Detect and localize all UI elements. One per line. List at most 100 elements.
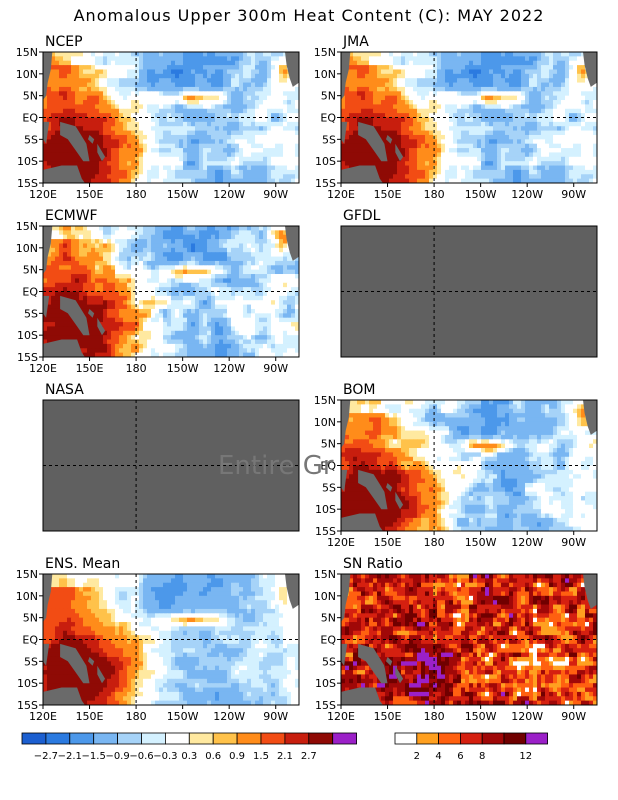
panel-title: NCEP: [45, 34, 83, 50]
lat-tick-label: EQ: [320, 634, 336, 647]
landmass: [341, 121, 348, 144]
landmass: [60, 295, 90, 336]
legend-swatch: [284, 732, 310, 745]
lon-tick-label: 150W: [465, 188, 497, 201]
lat-tick-label: 10N: [16, 242, 38, 255]
legend-swatch: [481, 732, 505, 745]
lon-tick-label: 90W: [263, 362, 288, 375]
lon-tick-label: 90W: [561, 710, 586, 723]
legend-label: −0.6: [129, 751, 153, 762]
panel-title: GFDL: [343, 208, 381, 224]
legend-label: 0.6: [205, 751, 221, 762]
legend-swatch: [332, 732, 358, 745]
lon-tick-label: 120W: [511, 536, 543, 549]
heatmap-cells: [43, 226, 300, 358]
landmass: [43, 226, 53, 274]
lat-tick-label: EQ: [22, 112, 38, 125]
landmass: [285, 226, 299, 261]
lat-tick-label: 5N: [23, 90, 38, 103]
land-mask: [43, 574, 299, 705]
landmass: [583, 574, 597, 609]
legend-label: 8: [479, 751, 485, 762]
lon-tick-label: 150W: [465, 710, 497, 723]
lat-tick-label: 5S: [24, 133, 38, 146]
panel-frame: [42, 573, 300, 706]
lat-tick-label: 10S: [315, 155, 336, 168]
landmass: [43, 165, 85, 183]
landmass: [43, 295, 50, 318]
panel-frame: [42, 51, 300, 184]
landmass: [88, 309, 95, 318]
landmass: [386, 483, 393, 492]
lon-tick-label: 120E: [29, 710, 57, 723]
lat-tick-label: 10S: [17, 155, 38, 168]
panel-frame: [42, 399, 300, 532]
landmass: [583, 400, 597, 435]
anomaly-legend: −2.7 −2.1 −1.5 −0.9 −0.6 −0.3 0.3 0.6 0.9 1.5 2.1 2…: [21, 732, 358, 762]
landmass: [43, 339, 85, 357]
land-mask: [341, 52, 597, 183]
legend-label: −0.9: [105, 751, 129, 762]
legend-swatch: [260, 732, 286, 745]
landmass: [97, 665, 106, 684]
legend-swatch: [438, 732, 461, 745]
lon-tick-label: 90W: [561, 188, 586, 201]
land-mask: [341, 400, 597, 531]
lat-tick-label: 5S: [24, 655, 38, 668]
lat-tick-label: 5N: [23, 612, 38, 625]
landmass: [358, 643, 388, 684]
legend-label: −2.1: [58, 751, 82, 762]
lon-tick-label: 150W: [167, 188, 199, 201]
panel-title: ENS. Mean: [45, 556, 120, 572]
lat-tick-label: 15S: [315, 177, 336, 190]
landmass: [43, 687, 85, 705]
lon-tick-label: 150E: [76, 710, 104, 723]
landmass: [60, 643, 90, 684]
lon-tick-label: 120W: [213, 710, 245, 723]
panel-frame: [340, 573, 598, 706]
lon-tick-label: 180: [424, 188, 445, 201]
panel-title: BOM: [343, 382, 375, 398]
lon-tick-label: 120E: [327, 710, 355, 723]
legend-swatch: [212, 732, 238, 745]
legend-swatch: [416, 732, 439, 745]
lon-tick-label: 120E: [327, 188, 355, 201]
lat-tick-label: 15N: [16, 46, 38, 59]
figure-title: Anomalous Upper 300m Heat Content (C): M…: [73, 6, 545, 25]
land-mask: [43, 52, 299, 183]
legend-swatch: [459, 732, 483, 745]
lat-tick-label: 5S: [322, 481, 336, 494]
lon-tick-label: 150E: [374, 710, 402, 723]
lat-tick-label: 15S: [315, 525, 336, 538]
lon-tick-label: 120W: [511, 710, 543, 723]
panel-frame: [340, 225, 598, 358]
landmass: [341, 52, 351, 100]
legend-swatch: [117, 732, 142, 745]
panel-title: SN Ratio: [343, 556, 403, 572]
landmass: [60, 121, 90, 162]
lat-tick-label: 10N: [314, 68, 336, 81]
landmass: [341, 574, 351, 622]
lon-tick-label: 150W: [465, 536, 497, 549]
lat-tick-label: 10N: [16, 590, 38, 603]
lat-tick-label: EQ: [22, 634, 38, 647]
lon-tick-label: 90W: [561, 536, 586, 549]
panel-title: NASA: [45, 382, 84, 398]
landmass: [341, 469, 348, 492]
lon-tick-label: 150E: [374, 536, 402, 549]
landmass: [88, 657, 95, 666]
lat-tick-label: 10S: [17, 677, 38, 690]
lon-tick-label: 120E: [327, 536, 355, 549]
lat-tick-label: 10N: [16, 68, 38, 81]
legend-swatch: [394, 732, 418, 745]
landmass: [341, 687, 383, 705]
legend-label: 1.5: [253, 751, 269, 762]
lon-tick-label: 150W: [167, 362, 199, 375]
lon-tick-label: 150E: [76, 362, 104, 375]
lat-tick-label: 10N: [314, 590, 336, 603]
lon-tick-label: 150W: [167, 710, 199, 723]
